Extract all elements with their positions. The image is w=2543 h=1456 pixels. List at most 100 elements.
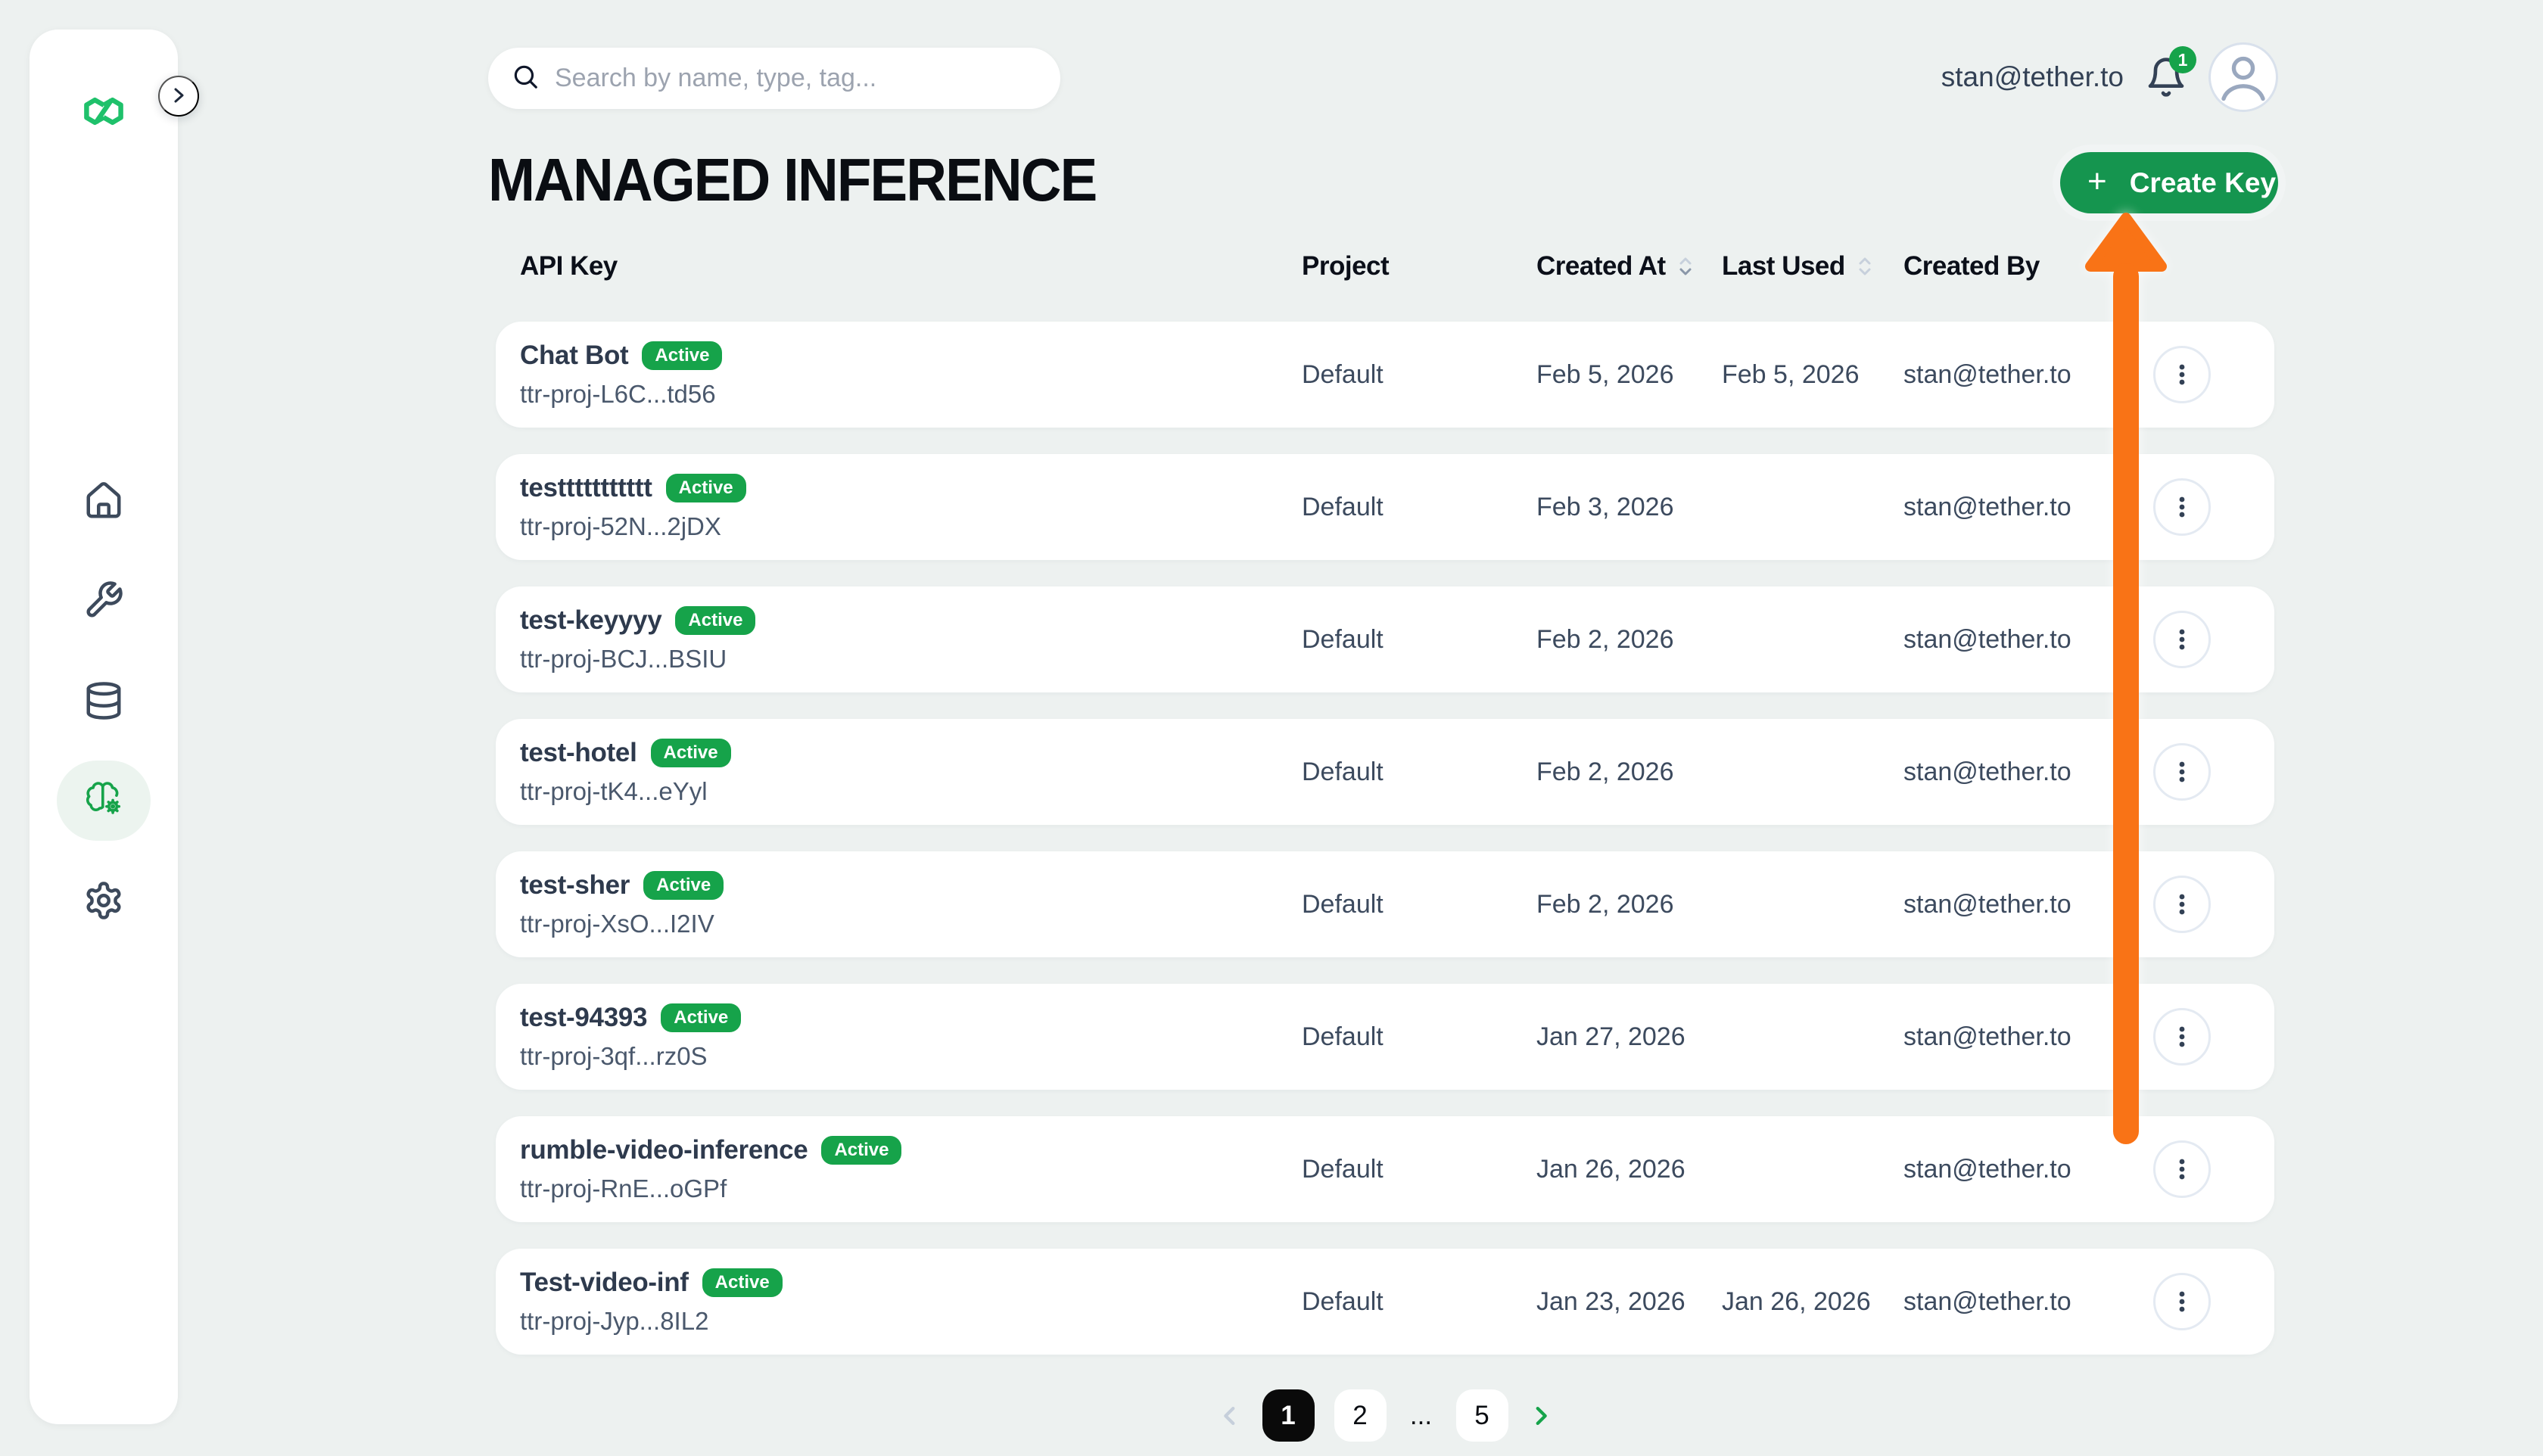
pagination-ellipsis: ... (1409, 1400, 1433, 1430)
created-at-cell: Feb 2, 2026 (1536, 757, 1674, 786)
project-cell: Default (1302, 757, 1384, 786)
column-header-created-at[interactable]: Created At (1536, 251, 1722, 282)
user-icon (2211, 43, 2276, 112)
project-cell: Default (1302, 624, 1384, 654)
column-header-last-used[interactable]: Last Used (1722, 251, 1903, 282)
row-actions-button[interactable] (2153, 743, 2211, 801)
page-button-2[interactable]: 2 (1334, 1389, 1387, 1442)
previous-page-button[interactable] (1217, 1403, 1243, 1429)
api-key-id: ttr-proj-tK4...eYyl (520, 777, 708, 805)
api-key-id: ttr-proj-L6C...td56 (520, 380, 716, 408)
column-header-created-by: Created By (1903, 251, 2040, 281)
api-key-name: test-hotel (520, 738, 637, 767)
wrench-icon (83, 580, 124, 624)
page-button-1[interactable]: 1 (1262, 1389, 1315, 1442)
row-actions-button[interactable] (2153, 611, 2211, 668)
search-icon (511, 62, 540, 95)
status-badge: Active (665, 474, 746, 502)
api-key-table: Chat Bot Active ttr-proj-L6C...td56 Defa… (496, 322, 2274, 1381)
created-by-cell: stan@tether.to (1903, 359, 2071, 389)
api-key-name: Chat Bot (520, 341, 629, 370)
api-key-id: ttr-proj-3qf...rz0S (520, 1042, 708, 1070)
api-key-name: test-94393 (520, 1003, 648, 1032)
next-page-button[interactable] (1528, 1403, 1554, 1429)
row-actions-button[interactable] (2153, 1140, 2211, 1198)
created-by-cell: stan@tether.to (1903, 1022, 2071, 1051)
created-at-cell: Feb 5, 2026 (1536, 359, 1674, 389)
created-by-cell: stan@tether.to (1903, 1154, 2071, 1184)
api-key-id: ttr-proj-52N...2jDX (520, 512, 721, 540)
project-cell: Default (1302, 1286, 1384, 1316)
infinity-logo-icon (80, 95, 127, 132)
app-logo-link[interactable] (30, 95, 178, 132)
search-input[interactable] (555, 64, 1038, 93)
notifications-button[interactable]: 1 (2145, 46, 2196, 102)
api-key-name: test-sher (520, 870, 630, 900)
table-row: test-keyyyy Active ttr-proj-BCJ...BSIU D… (496, 586, 2274, 692)
created-by-cell: stan@tether.to (1903, 624, 2071, 654)
created-at-cell: Jan 27, 2026 (1536, 1022, 1685, 1051)
last-used-cell: Feb 5, 2026 (1722, 359, 1860, 389)
sidebar-item-home[interactable] (30, 481, 178, 525)
search-bar (488, 48, 1060, 109)
table-row: test-94393 Active ttr-proj-3qf...rz0S De… (496, 984, 2274, 1090)
table-row: rumble-video-inference Active ttr-proj-R… (496, 1116, 2274, 1222)
created-by-cell: stan@tether.to (1903, 757, 2071, 786)
row-actions-button[interactable] (2153, 346, 2211, 403)
user-email: stan@tether.to (1941, 61, 2124, 92)
created-by-cell: stan@tether.to (1903, 889, 2071, 919)
api-key-name: testtttttttttt (520, 473, 652, 502)
created-at-cell: Feb 3, 2026 (1536, 492, 1674, 521)
table-row: test-hotel Active ttr-proj-tK4...eYyl De… (496, 719, 2274, 825)
created-at-cell: Feb 2, 2026 (1536, 624, 1674, 654)
api-key-name: rumble-video-inference (520, 1135, 808, 1165)
project-cell: Default (1302, 492, 1384, 521)
sidebar (30, 30, 178, 1424)
status-badge: Active (650, 739, 731, 767)
row-actions-button[interactable] (2153, 876, 2211, 933)
plus-icon: + (2087, 162, 2107, 200)
created-at-cell: Jan 23, 2026 (1536, 1286, 1685, 1316)
bell-icon (2145, 58, 2187, 102)
sort-icon[interactable] (1675, 253, 1696, 280)
created-by-cell: stan@tether.to (1903, 492, 2071, 521)
sidebar-item-tools[interactable] (30, 580, 178, 624)
table-row: Test-video-inf Active ttr-proj-Jyp...8IL… (496, 1249, 2274, 1355)
status-badge: Active (661, 1003, 742, 1032)
api-key-id: ttr-proj-XsO...I2IV (520, 910, 714, 938)
sidebar-expand-button[interactable] (158, 76, 199, 117)
table-row: test-sher Active ttr-proj-XsO...I2IV Def… (496, 851, 2274, 957)
column-header-api-key: API Key (520, 251, 618, 281)
project-cell: Default (1302, 1154, 1384, 1184)
api-key-id: ttr-proj-BCJ...BSIU (520, 645, 727, 673)
home-icon (83, 481, 124, 525)
sort-icon[interactable] (1854, 253, 1875, 280)
page-button-5[interactable]: 5 (1455, 1389, 1508, 1442)
status-badge: Active (642, 341, 723, 370)
settings-gear-icon (83, 880, 124, 925)
database-icon (83, 680, 124, 725)
api-key-name: Test-video-inf (520, 1268, 689, 1297)
avatar[interactable] (2208, 42, 2278, 112)
sidebar-item-database[interactable] (30, 680, 178, 725)
sidebar-item-settings[interactable] (30, 880, 178, 925)
status-badge: Active (643, 871, 724, 900)
row-actions-button[interactable] (2153, 478, 2211, 536)
pagination: 1 2 ... 5 (496, 1389, 2274, 1442)
api-key-id: ttr-proj-Jyp...8IL2 (520, 1307, 709, 1335)
create-key-button[interactable]: + Create Key (2060, 152, 2278, 213)
table-row: Chat Bot Active ttr-proj-L6C...td56 Defa… (496, 322, 2274, 428)
table-header: API Key Project Created At Last Used Cre… (496, 244, 2274, 289)
user-cluster: stan@tether.to 1 (1941, 42, 2278, 113)
project-cell: Default (1302, 1022, 1384, 1051)
api-key-name: test-keyyyy (520, 605, 662, 635)
api-key-id: ttr-proj-RnE...oGPf (520, 1174, 727, 1202)
sidebar-item-managed-inference[interactable] (57, 761, 151, 841)
notification-count-badge: 1 (2169, 46, 2196, 73)
row-actions-button[interactable] (2153, 1273, 2211, 1330)
project-cell: Default (1302, 889, 1384, 919)
created-at-cell: Feb 2, 2026 (1536, 889, 1674, 919)
row-actions-button[interactable] (2153, 1008, 2211, 1066)
column-header-project: Project (1302, 251, 1390, 281)
chevron-right-icon (170, 86, 188, 107)
